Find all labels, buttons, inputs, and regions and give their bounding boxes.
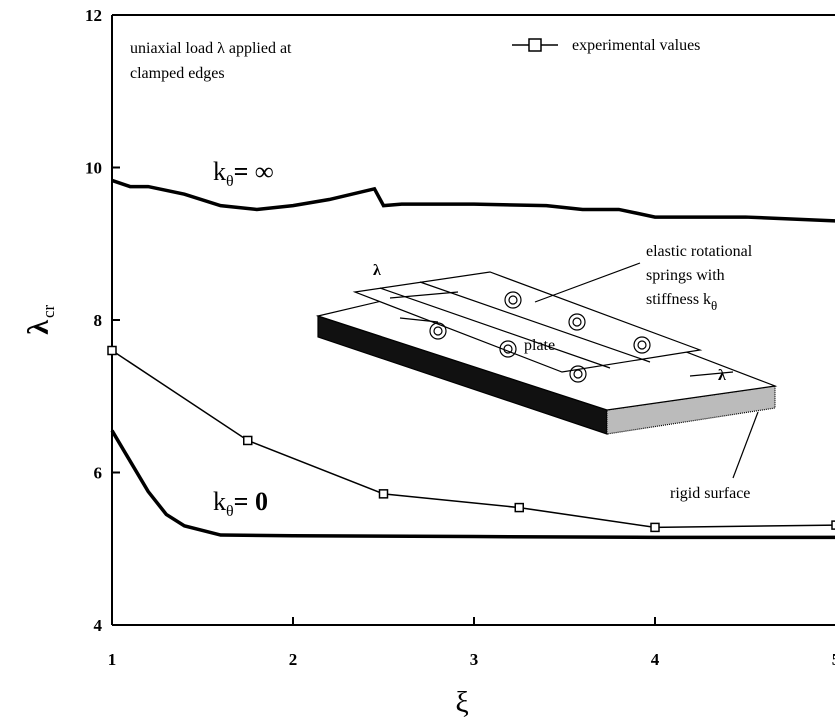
annotation: kθ= ∞ — [213, 157, 274, 190]
annotation-part: θ — [226, 173, 234, 190]
annotation-part: = ∞ — [234, 157, 274, 186]
annotation-part: stiffness k — [646, 291, 711, 308]
annotation: plate — [524, 337, 555, 354]
data-point — [515, 504, 523, 512]
x-tick-label: 1 — [108, 650, 117, 669]
x-axis-label: ξ — [455, 686, 468, 719]
annotation-part: θ — [711, 298, 717, 313]
annotation: elastic rotational — [646, 243, 753, 260]
x-tick-label: 2 — [289, 650, 298, 669]
y-tick-label: 6 — [94, 464, 103, 483]
y-tick-label: 4 — [94, 616, 103, 635]
annotation: springs with — [646, 267, 725, 284]
chart: uniaxial load λ applied at clamped edges… — [0, 0, 835, 722]
annotation-part: k — [213, 487, 226, 516]
y-axis-label-sub: cr — [39, 304, 58, 318]
series-line — [112, 431, 835, 538]
annotation: uniaxial load λ applied at — [130, 40, 292, 57]
annotation-part: = 0 — [234, 487, 268, 516]
y-tick-label: 8 — [94, 311, 103, 330]
annotation: rigid surface — [670, 485, 750, 502]
y-axis-label-group: λ cr — [22, 304, 58, 334]
annotation: λ — [373, 262, 381, 279]
series-line — [112, 180, 835, 220]
legend-marker — [529, 39, 541, 51]
annotation-part: θ — [226, 503, 234, 520]
annotation: λ — [718, 367, 726, 384]
annotation-part: k — [213, 157, 226, 186]
x-tick-label: 4 — [651, 650, 660, 669]
y-tick-label: 12 — [85, 6, 102, 25]
y-axis-label: λ — [22, 320, 55, 335]
data-point — [244, 436, 252, 444]
legend-label: experimental values — [572, 37, 700, 54]
x-tick-label: 3 — [470, 650, 479, 669]
annotation: stiffness kθ — [646, 291, 717, 313]
y-tick-label: 10 — [85, 159, 102, 178]
data-point — [651, 523, 659, 531]
data-point — [108, 347, 116, 355]
annotation: clamped edges — [130, 65, 225, 82]
data-point — [380, 490, 388, 498]
annotation: kθ= 0 — [213, 487, 268, 520]
